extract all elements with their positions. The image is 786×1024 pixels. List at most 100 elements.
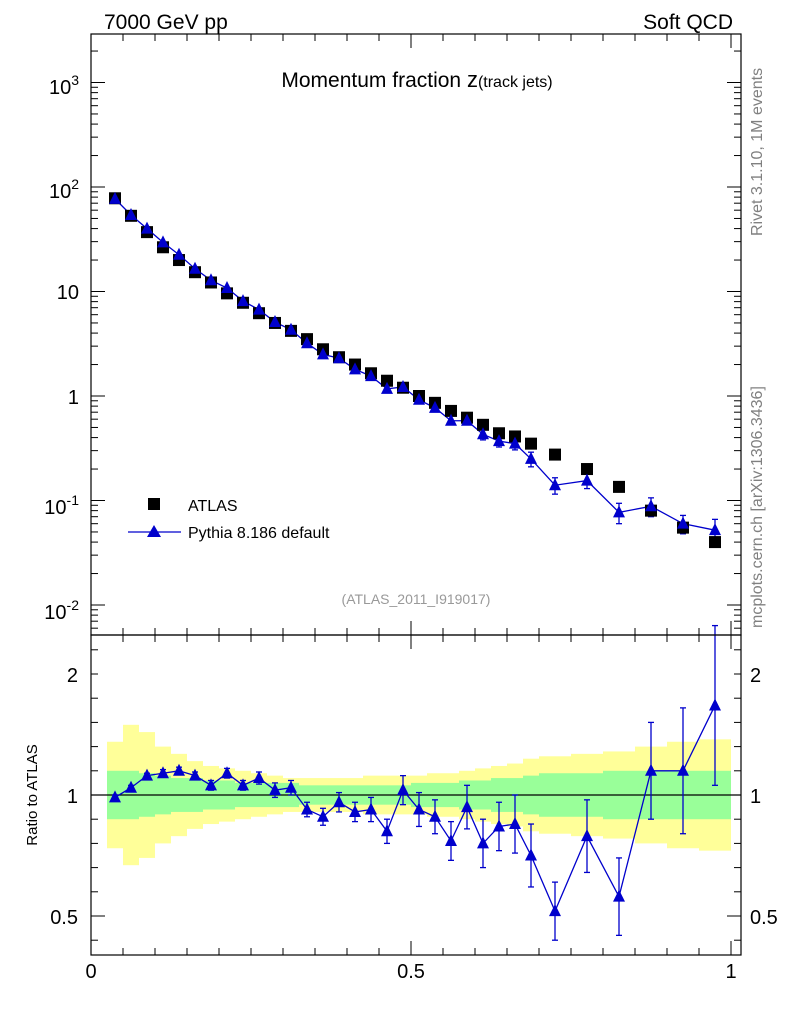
atlas-point: [493, 427, 505, 440]
mc-point: [581, 473, 593, 486]
mc-point: [477, 427, 489, 440]
x-tick-1: 1: [725, 961, 736, 983]
ratio-mc-point: [301, 802, 313, 815]
ratio-frame: [90, 634, 742, 956]
ratio-mc-point: [365, 802, 377, 815]
mc-point: [429, 400, 441, 413]
legend-marker-mc: [147, 525, 161, 537]
ratio-mc-point: [109, 790, 121, 803]
ratio-panel: Ratio to ATLAS 2 1 0.5 2 1 0.5 0 0.5 1: [24, 624, 778, 983]
ratio-axis-ticks: [90, 635, 741, 955]
atlas-point: [445, 404, 457, 417]
ratio-mc-point: [253, 771, 265, 784]
ratio-tick-left-1: 1: [67, 786, 78, 808]
mc-point: [493, 434, 505, 447]
mc-point: [285, 322, 297, 335]
atlas-point: [613, 480, 625, 493]
mc-point: [397, 379, 409, 392]
header-right: Soft QCD: [643, 11, 733, 34]
ratio-mc-point: [317, 809, 329, 822]
ratio-tick-right-1: 1: [750, 786, 761, 808]
ratio-tick-right-2: 2: [750, 665, 761, 687]
ratio-mc-point: [157, 766, 169, 779]
mc-point: [509, 436, 521, 449]
y-tick-0.01: 10-2: [44, 597, 79, 624]
x-tick-0.5: 0.5: [397, 961, 425, 983]
mc-point: [677, 516, 689, 529]
ratio-mc-point: [141, 768, 153, 781]
main-frame: [90, 33, 742, 636]
mc-point: [237, 294, 249, 307]
ratio-mc-point: [477, 836, 489, 849]
ratio-mc-point: [509, 817, 521, 830]
ratio-mc-point: [549, 904, 561, 917]
ratio-mc-point: [413, 802, 425, 815]
atlas-point: [581, 463, 593, 476]
ratio-mc-point: [445, 833, 457, 846]
ratio-mc-point: [269, 783, 281, 796]
main-panel: Momentum fraction z(track jets) (ATLAS_2…: [44, 33, 742, 636]
svg-text:mcplots.cern.ch [arXiv:1306.34: mcplots.cern.ch [arXiv:1306.3436]: [749, 386, 766, 628]
atlas-point: [549, 448, 561, 461]
mc-point: [365, 369, 377, 382]
ratio-ylabel: Ratio to ATLAS: [24, 744, 41, 845]
mc-point: [173, 247, 185, 260]
analysis-tag: (ATLAS_2011_I919017): [342, 591, 491, 607]
y-tick-1000: 103: [49, 72, 79, 99]
mc-point: [205, 273, 217, 286]
y-tick-0.1: 10-1: [44, 492, 79, 519]
mc-point: [461, 413, 473, 426]
mc-point: [221, 281, 233, 294]
ratio-data-marks: [109, 624, 721, 941]
mc-point: [645, 499, 657, 512]
atlas-point: [709, 536, 721, 549]
ratio-mc-point: [709, 698, 721, 711]
mc-point: [381, 381, 393, 394]
mc-point: [141, 221, 153, 234]
mc-point: [445, 413, 457, 426]
y-tick-1: 1: [68, 387, 79, 409]
ratio-mc-point: [461, 800, 473, 813]
mc-point: [317, 347, 329, 360]
y-tick-100: 102: [49, 176, 79, 203]
ratio-mc-point: [381, 824, 393, 837]
ratio-mc-point: [493, 819, 505, 832]
ratio-mc-point: [189, 768, 201, 781]
main-axis-ticks: [90, 34, 741, 635]
ratio-mc-point: [677, 763, 689, 776]
ratio-tick-right-0.5: 0.5: [750, 907, 778, 929]
main-data-marks: [109, 191, 721, 549]
ratio-mc-point: [525, 848, 537, 861]
ratio-mc-point: [645, 763, 657, 776]
ratio-mc-point: [333, 795, 345, 808]
mc-point: [333, 351, 345, 364]
mc-point: [709, 523, 721, 536]
mc-point: [157, 235, 169, 248]
ratio-mc-point: [581, 829, 593, 842]
mc-point: [125, 207, 137, 220]
header-left: 7000 GeV pp: [104, 11, 228, 34]
chart-title: Momentum fraction z(track jets): [281, 67, 552, 92]
ratio-mc-point: [349, 804, 361, 817]
atlas-point: [525, 437, 537, 450]
atlas-point: [381, 374, 393, 387]
ratio-mc-point: [221, 766, 233, 779]
y-tick-10: 10: [57, 282, 79, 304]
ratio-tick-left-0.5: 0.5: [50, 907, 78, 929]
ratio-tick-left-2: 2: [67, 665, 78, 687]
atlas-point: [477, 418, 489, 431]
mc-point: [613, 505, 625, 518]
legend-label-mc: Pythia 8.186 default: [188, 525, 330, 542]
x-tick-0: 0: [85, 961, 96, 983]
mc-point: [109, 191, 121, 204]
ratio-mc-point: [397, 783, 409, 796]
ratio-mc-point: [205, 778, 217, 791]
side-label-bottom: mcplots.cern.ch [arXiv:1306.3436]: [749, 386, 766, 628]
mc-point: [301, 336, 313, 349]
mc-line: [114, 198, 716, 531]
ratio-mc-point: [613, 889, 625, 902]
atlas-point: [509, 430, 521, 443]
ratio-mc-point: [237, 778, 249, 791]
mc-point: [253, 302, 265, 315]
legend: ATLAS Pythia 8.186 default: [128, 498, 330, 542]
